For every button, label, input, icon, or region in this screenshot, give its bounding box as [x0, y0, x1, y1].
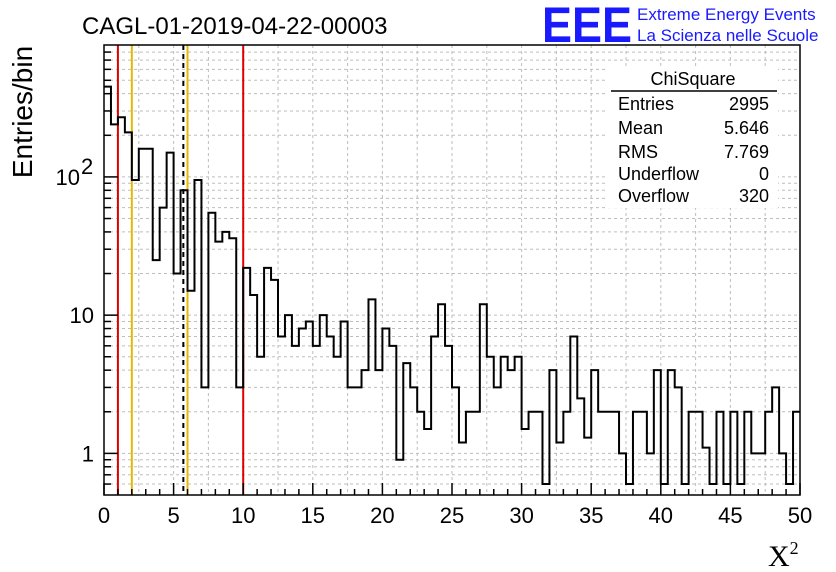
stats-box-title: ChiSquare — [650, 69, 735, 89]
eee-logo-line2: La Scienza nelle Scuole — [637, 26, 818, 45]
stats-value: 7.769 — [724, 142, 769, 162]
eee-logo-mark: EEE — [542, 0, 632, 53]
x-tick-label: 30 — [509, 503, 533, 528]
y-tick-label: 10 — [70, 303, 94, 328]
x-tick-label: 50 — [788, 503, 812, 528]
x-tick-label: 35 — [579, 503, 603, 528]
stats-value: 5.646 — [724, 118, 769, 138]
x-axis-label: X2 — [768, 538, 799, 572]
x-axis-label-superscript: 2 — [790, 538, 799, 558]
stats-value: 2995 — [729, 94, 769, 114]
stats-label: RMS — [618, 142, 658, 162]
x-tick-label: 5 — [167, 503, 179, 528]
x-tick-label: 20 — [370, 503, 394, 528]
x-tick-labels: 0 5 10 15 20 25 30 35 40 45 50 — [98, 503, 812, 528]
y-tick-label: 10 — [56, 165, 80, 190]
y-tick-label: 1 — [82, 441, 94, 466]
stats-value: 0 — [759, 164, 769, 184]
stats-label: Mean — [618, 118, 663, 138]
x-tick-label: 10 — [231, 503, 255, 528]
x-tick-label: 40 — [649, 503, 673, 528]
eee-logo-line1: Extreme Energy Events — [637, 5, 816, 24]
y-axis-label: Entries/bin — [7, 46, 38, 178]
y-tick-label-exponent: 2 — [81, 154, 93, 179]
stats-box: ChiSquare Entries 2995 Mean 5.646 RMS 7.… — [608, 66, 778, 208]
chart-title: CAGL-01-2019-04-22-00003 — [82, 13, 388, 40]
histogram-chart: 0 5 10 15 20 25 30 35 40 45 50 11010 2 CAGL-01-2019… — [0, 0, 836, 572]
x-tick-label: 25 — [440, 503, 464, 528]
stats-label: Underflow — [618, 164, 700, 184]
stats-label: Overflow — [618, 186, 690, 206]
stats-label: Entries — [618, 94, 674, 114]
x-tick-label: 15 — [301, 503, 325, 528]
stats-value: 320 — [739, 186, 769, 206]
x-tick-label: 45 — [718, 503, 742, 528]
x-axis-label-base: X — [768, 540, 790, 572]
x-tick-label: 0 — [98, 503, 110, 528]
